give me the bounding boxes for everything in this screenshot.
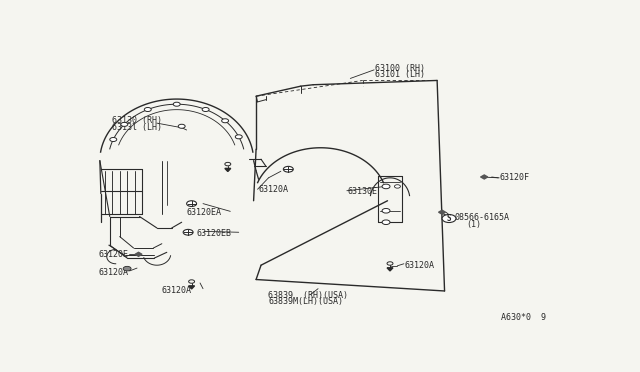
Circle shape: [236, 135, 242, 139]
Polygon shape: [189, 286, 195, 289]
Text: S: S: [447, 214, 451, 223]
Text: A630*0  9: A630*0 9: [500, 313, 546, 322]
Text: 63120EA: 63120EA: [187, 208, 221, 217]
Text: (1): (1): [466, 220, 481, 229]
Circle shape: [442, 215, 456, 222]
Circle shape: [110, 138, 116, 141]
Circle shape: [221, 119, 228, 123]
Polygon shape: [135, 252, 142, 256]
Text: 08566-6165A: 08566-6165A: [454, 214, 509, 222]
Circle shape: [173, 102, 180, 106]
Text: 63130E: 63130E: [348, 187, 378, 196]
Circle shape: [187, 201, 196, 206]
Text: 6313l (LH): 6313l (LH): [112, 123, 163, 132]
Polygon shape: [225, 169, 231, 171]
Text: 63100 (RH): 63100 (RH): [375, 64, 425, 73]
Circle shape: [382, 184, 390, 189]
Circle shape: [183, 230, 193, 235]
Circle shape: [394, 185, 401, 188]
Circle shape: [284, 166, 293, 172]
Circle shape: [382, 208, 390, 213]
Text: 63101 (LH): 63101 (LH): [375, 70, 425, 79]
Circle shape: [121, 122, 128, 126]
Text: 63120F: 63120F: [499, 173, 529, 182]
Text: 63120A: 63120A: [162, 286, 192, 295]
Text: 63120A: 63120A: [259, 185, 289, 194]
Circle shape: [123, 266, 131, 271]
Text: 63120E: 63120E: [99, 250, 129, 259]
Text: 63130 (RH): 63130 (RH): [112, 116, 163, 125]
Polygon shape: [481, 175, 488, 179]
Circle shape: [145, 108, 151, 112]
Text: 63839  (RH)(USA): 63839 (RH)(USA): [269, 291, 349, 300]
Circle shape: [382, 220, 390, 225]
Text: 63120EB: 63120EB: [196, 229, 232, 238]
Text: 63120A: 63120A: [99, 268, 129, 277]
Polygon shape: [438, 210, 445, 214]
Text: 63120A: 63120A: [405, 261, 435, 270]
Text: 63839M(LH)(USA): 63839M(LH)(USA): [269, 297, 344, 307]
Circle shape: [178, 124, 185, 128]
Polygon shape: [387, 268, 393, 271]
Circle shape: [202, 108, 209, 112]
